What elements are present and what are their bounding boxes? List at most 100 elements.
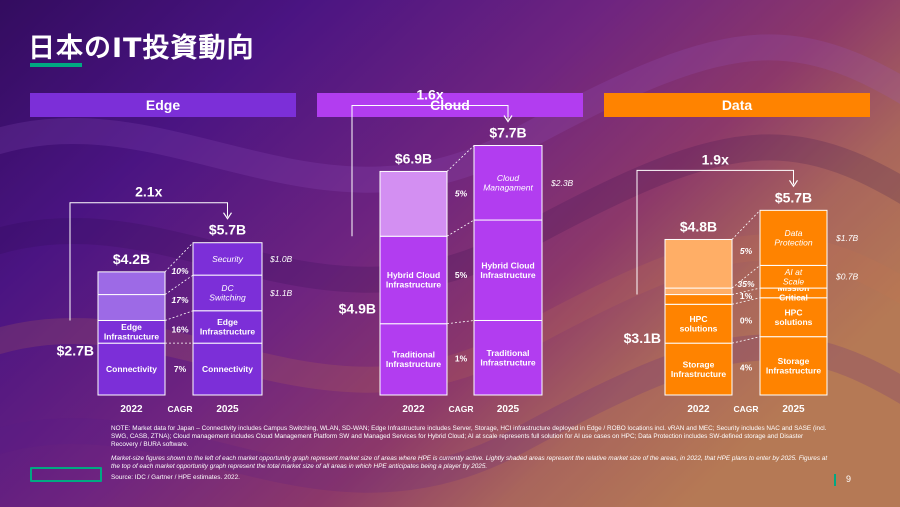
cloud-growth-multiple: 1.6x: [416, 87, 443, 103]
edge-segment-label-2025-0: Connectivity: [202, 364, 253, 374]
data-cagr-1: 0%: [740, 315, 753, 325]
title-underline: [30, 63, 82, 67]
data-segment-label-2025-3: AI at Scale: [783, 267, 805, 287]
edge-total-2025: $5.7B: [209, 222, 246, 238]
edge-xlabel-cagr: CAGR: [167, 404, 192, 414]
cloud-xlabel-2025: 2025: [497, 404, 520, 415]
cloud-bar-2022-0: [379, 323, 448, 396]
section-header-data: Data: [604, 93, 870, 117]
page-title: 日本のIT投資動向: [28, 33, 255, 64]
cloud-active-market-2022: $4.9B: [339, 301, 376, 317]
cloud-segment-label-2022-0: Traditional Infrastructure: [386, 350, 442, 370]
data-cagr-2: 1%: [740, 291, 753, 301]
edge-bar-2022-0: [97, 342, 166, 396]
data-cagr-3: 35%: [737, 279, 754, 289]
data-connector-0: [731, 336, 761, 344]
data-bar-2025-4: [759, 209, 828, 266]
data-segment-label-2025-0: Storage Infrastructure: [766, 356, 822, 376]
cloud-segment-label-2022-1: Hybrid Cloud Infrastructure: [386, 270, 442, 290]
cloud-bar-2025-2: [473, 145, 543, 221]
data-segment-label-2022-0: Storage Infrastructure: [671, 359, 727, 379]
cloud-bar-2025-1: [473, 219, 543, 321]
cloud-total-2022: $6.9B: [395, 150, 432, 166]
edge-segment-label-2025-1: Edge Infrastructure: [200, 317, 256, 337]
data-bar-2025-0: [759, 336, 828, 396]
edge-value-label-2: $1.1B: [269, 288, 293, 298]
data-connector-1: [731, 297, 761, 305]
data-segment-label-2025-4: Data Protection: [774, 228, 813, 248]
hpe-logo: [30, 467, 102, 482]
data-connector-2: [731, 287, 761, 295]
data-value-label-4: $1.7B: [835, 233, 859, 243]
data-xlabel-cagr: CAGR: [733, 404, 758, 414]
cloud-value-label-2: $2.3B: [550, 178, 574, 188]
edge-bar-2025-1: [192, 310, 263, 344]
edge-segment-label-2025-2: DC Switching: [209, 283, 246, 303]
cloud-cagr-2: 5%: [455, 188, 468, 198]
edge-value-label-3: $1.0B: [269, 254, 293, 264]
data-total-2022: $4.8B: [680, 218, 717, 234]
footnote-market-definitions: NOTE: Market data for Japan – Connectivi…: [111, 425, 827, 449]
data-total-2025: $5.7B: [775, 189, 812, 205]
data-bar-2022-2: [664, 294, 733, 305]
data-bar-2025-1: [759, 297, 828, 338]
edge-growth-arrowhead: [223, 212, 232, 220]
edge-bar-2025-3: [192, 242, 263, 276]
page-number: 9: [846, 474, 852, 484]
cloud-bar-2025-0: [473, 319, 543, 396]
footnote-source: Source: IDC / Gartner / HPE estimates. 2…: [111, 474, 240, 481]
data-connector-4: [731, 210, 761, 240]
edge-cagr-0: 7%: [174, 364, 187, 374]
cloud-growth-bracket: [351, 105, 509, 237]
edge-connector-3: [164, 242, 194, 273]
data-bar-2022-3: [664, 287, 733, 296]
cloud-total-2025: $7.7B: [489, 125, 526, 141]
data-segment-label-2025-1: HPC solutions: [775, 307, 813, 327]
data-segment-label-2022-1: HPC solutions: [680, 314, 718, 334]
cloud-bar-2022-2: [379, 170, 448, 237]
cloud-growth-arrowhead: [503, 115, 513, 123]
cloud-connector-0: [446, 320, 475, 325]
edge-connector-1: [164, 310, 194, 321]
edge-xlabel-2022: 2022: [120, 404, 143, 415]
cloud-segment-label-2025-0: Traditional Infrastructure: [480, 348, 536, 368]
edge-bar-2022-3: [97, 271, 166, 296]
data-bar-2022-4: [664, 238, 733, 289]
data-growth-bracket: [636, 169, 794, 295]
edge-bar-2025-2: [192, 274, 263, 312]
edge-connector-2: [164, 274, 194, 295]
edge-segment-label-2022-0: Connectivity: [106, 364, 157, 374]
cloud-segment-label-2025-1: Hybrid Cloud Infrastructure: [480, 261, 536, 281]
data-value-label-3: $0.7B: [835, 272, 859, 282]
cloud-xlabel-2022: 2022: [402, 404, 425, 415]
edge-total-2022: $4.2B: [113, 251, 150, 267]
edge-cagr-2: 17%: [171, 295, 188, 305]
cloud-bar-2022-1: [379, 235, 448, 325]
edge-cagr-1: 16%: [171, 324, 188, 334]
cloud-connector-2: [446, 145, 475, 172]
edge-bar-2022-2: [97, 294, 166, 321]
footnote-market-size-explanation: Market-size figures shown to the left of…: [111, 455, 828, 471]
data-cagr-4: 5%: [740, 246, 753, 256]
cloud-connector-1: [446, 219, 475, 237]
edge-bar-2025-0: [192, 342, 263, 396]
data-xlabel-2022: 2022: [687, 404, 710, 415]
section-header-cloud: Cloud: [317, 93, 583, 117]
page-number-bar: [834, 474, 836, 486]
edge-active-market-2022: $2.7B: [57, 343, 94, 359]
section-header-edge: Edge: [30, 93, 296, 117]
edge-growth-bracket: [69, 202, 228, 321]
data-growth-multiple: 1.9x: [702, 151, 729, 167]
data-active-market-2022: $3.1B: [624, 330, 661, 346]
data-growth-arrowhead: [789, 179, 798, 188]
data-xlabel-2025: 2025: [782, 404, 805, 415]
data-bar-2022-0: [664, 342, 733, 396]
edge-growth-multiple: 2.1x: [135, 184, 162, 200]
edge-segment-label-2025-3: Security: [212, 254, 243, 264]
cloud-segment-label-2025-2: Cloud Managament: [483, 173, 533, 193]
cloud-cagr-1: 5%: [455, 270, 468, 280]
edge-cagr-3: 10%: [171, 266, 188, 276]
cloud-xlabel-cagr: CAGR: [448, 404, 473, 414]
edge-xlabel-2025: 2025: [216, 404, 239, 415]
